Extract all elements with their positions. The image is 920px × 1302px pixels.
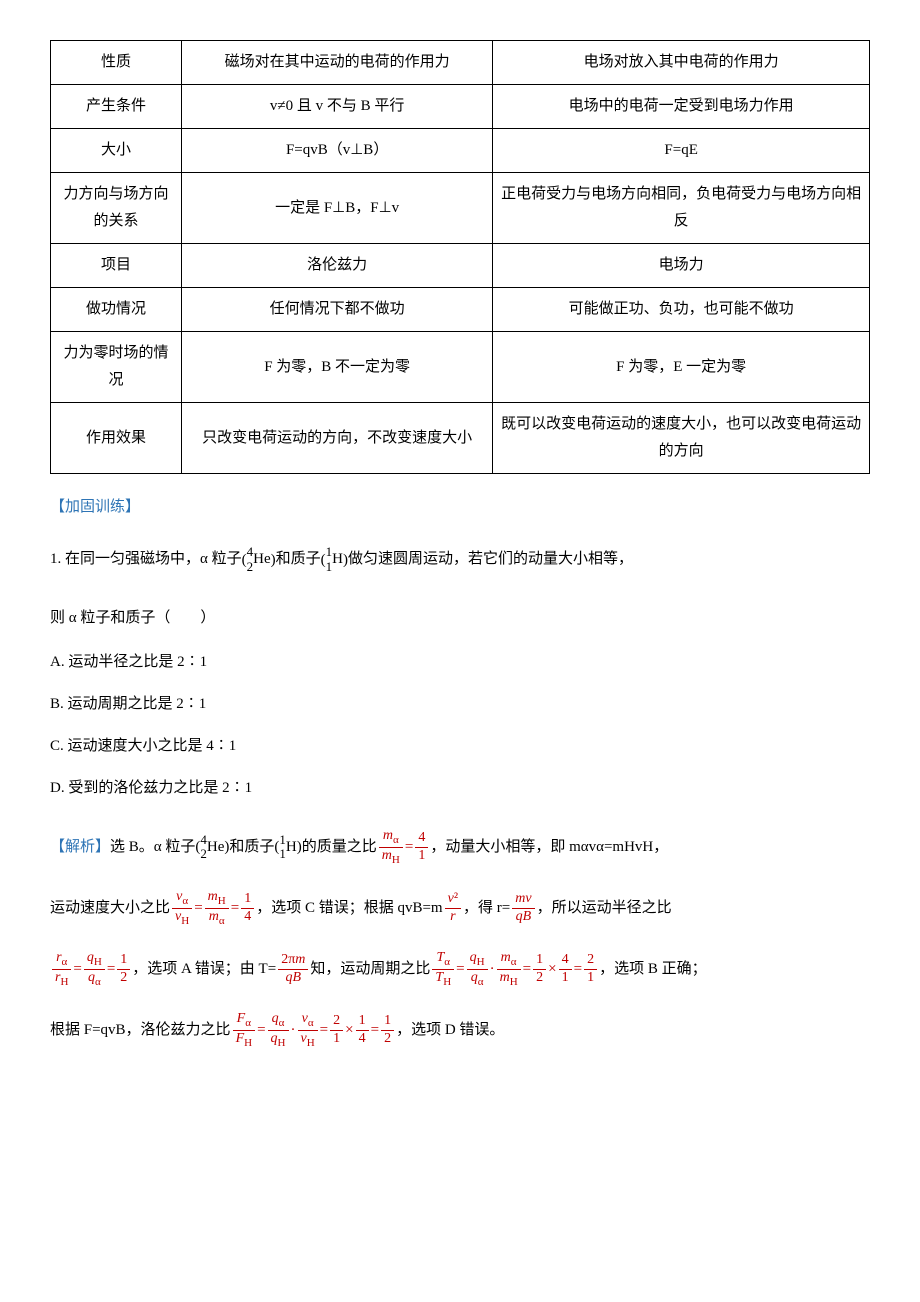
question-stem-2: 则 α 粒子和质子（ ） <box>50 600 870 636</box>
f-ratio-frac: FαFH <box>233 1011 256 1050</box>
cell: 一定是 F⊥B，F⊥v <box>182 173 493 244</box>
f-result-frac: 12 <box>381 1013 394 1048</box>
analysis-label: 【解析】 <box>50 839 110 855</box>
cell: 只改变电荷运动的方向，不改变速度大小 <box>182 403 493 474</box>
cell: F=qvB（v⊥B） <box>182 129 493 173</box>
t-ratio-frac: TαTH <box>432 950 454 989</box>
q-ratio-frac: qHqα <box>84 950 105 989</box>
question-stem: 1. 在同一匀强磁场中，α 粒子(42He)和质子(11H)做匀速圆周运动，若它… <box>50 541 870 578</box>
r-ratio-frac: rαrH <box>52 950 71 989</box>
option-b: B. 运动周期之比是 2∶1 <box>50 686 870 722</box>
mass-ratio-frac: mαmH <box>379 828 403 867</box>
t-result-frac: 21 <box>584 952 597 987</box>
option-a: A. 运动半径之比是 2∶1 <box>50 644 870 680</box>
options-list: A. 运动半径之比是 2∶1 B. 运动周期之比是 2∶1 C. 运动速度大小之… <box>50 644 870 806</box>
cell: 项目 <box>51 244 182 288</box>
analysis-line-4: 根据 F=qvB，洛伦兹力之比FαFH=qαqH·vαvH=21×14=12，选… <box>50 1011 870 1050</box>
comparison-table: 性质 磁场对在其中运动的电荷的作用力 电场对放入其中电荷的作用力 产生条件 v≠… <box>50 40 870 474</box>
cell-electric: 电场对放入其中电荷的作用力 <box>493 41 870 85</box>
cell: 做功情况 <box>51 288 182 332</box>
table-row: 大小 F=qvB（v⊥B） F=qE <box>51 129 870 173</box>
question-1: 1. 在同一匀强磁场中，α 粒子(42He)和质子(11H)做匀速圆周运动，若它… <box>50 541 870 806</box>
cell-property: 性质 <box>51 41 182 85</box>
table-row: 性质 磁场对在其中运动的电荷的作用力 电场对放入其中电荷的作用力 <box>51 41 870 85</box>
cell: 正电荷受力与电场方向相同，负电荷受力与电场方向相反 <box>493 173 870 244</box>
f-val-frac: 21 <box>330 1013 343 1048</box>
mass-value-frac: 41 <box>415 830 428 865</box>
t-val-frac: 12 <box>533 952 546 987</box>
cell: 力方向与场方向的关系 <box>51 173 182 244</box>
cell-magnetic: 磁场对在其中运动的电荷的作用力 <box>182 41 493 85</box>
cell: 任何情况下都不做功 <box>182 288 493 332</box>
table-row: 产生条件 v≠0 且 v 不与 B 平行 电场中的电荷一定受到电场力作用 <box>51 85 870 129</box>
f-val2-frac: 14 <box>356 1013 369 1048</box>
q-ratio-frac-2: qHqα <box>467 950 488 989</box>
fv-frac: vαvH <box>298 1011 318 1050</box>
cell: F=qE <box>493 129 870 173</box>
v-value-frac: 14 <box>241 891 254 926</box>
m-ratio-frac: mαmH <box>497 950 521 989</box>
stem-text: 做匀速圆周运动，若它们的动量大小相等， <box>348 551 633 567</box>
r-value-frac: 12 <box>117 952 130 987</box>
qa-frac: qαqH <box>268 1011 289 1050</box>
cell: 既可以改变电荷运动的速度大小，也可以改变电荷运动的方向 <box>493 403 870 474</box>
stem-text: 和质子 <box>276 551 321 567</box>
m-inv-frac: mHmα <box>205 889 229 928</box>
r-formula-frac: mvqB <box>512 891 534 926</box>
table-row: 作用效果 只改变电荷运动的方向，不改变速度大小 既可以改变电荷运动的速度大小，也… <box>51 403 870 474</box>
cell: 电场中的电荷一定受到电场力作用 <box>493 85 870 129</box>
v2r-frac: v²r <box>445 891 461 926</box>
table-row: 项目 洛伦兹力 电场力 <box>51 244 870 288</box>
analysis-text: 选 B。α 粒子 <box>110 839 195 855</box>
t-val2-frac: 41 <box>559 952 572 987</box>
table-row: 力为零时场的情况 F 为零，B 不一定为零 F 为零，E 一定为零 <box>51 332 870 403</box>
cell: 产生条件 <box>51 85 182 129</box>
table-row: 力方向与场方向的关系 一定是 F⊥B，F⊥v 正电荷受力与电场方向相同，负电荷受… <box>51 173 870 244</box>
h-symbol: H <box>332 551 343 567</box>
cell: 洛伦兹力 <box>182 244 493 288</box>
option-d: D. 受到的洛伦兹力之比是 2∶1 <box>50 770 870 806</box>
option-c: C. 运动速度大小之比是 4∶1 <box>50 728 870 764</box>
v-ratio-frac: vαvH <box>172 889 192 928</box>
cell: F 为零，B 不一定为零 <box>182 332 493 403</box>
training-header: 【加固训练】 <box>50 494 870 521</box>
cell: 电场力 <box>493 244 870 288</box>
analysis-block: 【解析】选 B。α 粒子(42He)和质子(11H)的质量之比mαmH=41，动… <box>50 828 870 867</box>
he-symbol: He <box>253 551 271 567</box>
cell: 大小 <box>51 129 182 173</box>
cell: F 为零，E 一定为零 <box>493 332 870 403</box>
table-row: 做功情况 任何情况下都不做功 可能做正功、负功，也可能不做功 <box>51 288 870 332</box>
cell: v≠0 且 v 不与 B 平行 <box>182 85 493 129</box>
period-formula-frac: 2πmqB <box>278 952 308 987</box>
analysis-line-3: rαrH=qHqα=12，选项 A 错误；由 T=2πmqB知，运动周期之比Tα… <box>50 950 870 989</box>
stem-text: 1. 在同一匀强磁场中，α 粒子 <box>50 551 242 567</box>
cell: 力为零时场的情况 <box>51 332 182 403</box>
cell: 可能做正功、负功，也可能不做功 <box>493 288 870 332</box>
cell: 作用效果 <box>51 403 182 474</box>
analysis-line-2: 运动速度大小之比vαvH=mHmα=14，选项 C 错误；根据 qvB=mv²r… <box>50 889 870 928</box>
